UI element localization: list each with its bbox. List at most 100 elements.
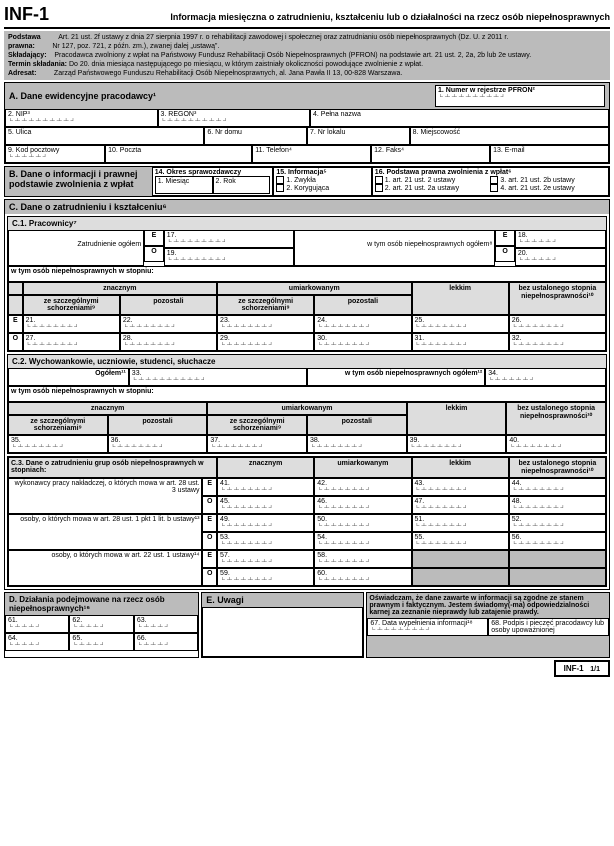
cb-16c[interactable]	[490, 176, 498, 184]
cb-16d[interactable]	[490, 184, 498, 192]
section-c: C. Dane o zatrudnieniu i kształceniu⁶ C.…	[4, 199, 610, 590]
form-header: INF-1 Informacja miesięczna o zatrudnien…	[4, 4, 610, 29]
field-35[interactable]: 35.└┴┴┴┴┴┴┘	[8, 435, 108, 453]
field-11-tel[interactable]: 11. Telefon⁴	[252, 145, 371, 163]
field-44[interactable]: 44.└┴┴┴┴┴┴┘	[509, 478, 606, 496]
field-17[interactable]: 17.└┴┴┴┴┴┴┴┘	[164, 230, 294, 248]
field-uwagi[interactable]	[202, 607, 363, 657]
field-67[interactable]: 67. Data wypełnienia informacji¹⁸└┴┴┴┴┴┴…	[367, 618, 488, 636]
field-38[interactable]: 38.└┴┴┴┴┴┴┘	[307, 435, 407, 453]
field-13-email[interactable]: 13. E-mail	[490, 145, 609, 163]
field-5-ulica[interactable]: 5. Ulica	[5, 127, 204, 145]
field-14-month[interactable]: 1. Miesiąc	[155, 176, 213, 194]
field-63[interactable]: 63.└┴┴┴┘	[134, 615, 198, 633]
field-68[interactable]: 68. Podpis i pieczęć pracodawcy lub osob…	[488, 618, 609, 636]
field-21[interactable]: 21.└┴┴┴┴┴┴┘	[23, 315, 120, 333]
field-14: 14. Okres sprawozdawczy 1. Miesiąc2. Rok	[152, 167, 274, 196]
field-57[interactable]: 57.└┴┴┴┴┴┴┘	[217, 550, 314, 568]
field-1[interactable]: 1. Numer w rejestrze PFRON²└┴┴┴┴┴┴┴┴┘	[435, 85, 605, 107]
field-40[interactable]: 40.└┴┴┴┴┴┴┘	[506, 435, 606, 453]
field-50[interactable]: 50.└┴┴┴┴┴┴┘	[314, 514, 411, 532]
section-b: B. Dane o informacji i prawnej podstawie…	[4, 166, 610, 197]
cb-koryg[interactable]	[276, 184, 284, 192]
footer: INF-1 1/1	[4, 660, 610, 677]
section-d: D. Działania podejmowane na rzecz osób n…	[4, 592, 199, 658]
c1-wtymog-label: w tym osób niepełnosprawnych ogółem⁸	[294, 230, 495, 266]
field-56[interactable]: 56.└┴┴┴┴┴┴┘	[509, 532, 606, 550]
field-26[interactable]: 26.└┴┴┴┴┴┴┘	[509, 315, 606, 333]
field-45[interactable]: 45.└┴┴┴┴┴┴┘	[217, 496, 314, 514]
section-c-title: C. Dane o zatrudnieniu i kształceniu⁶	[5, 200, 609, 214]
field-4-nazwa[interactable]: 4. Pełna nazwa	[310, 109, 609, 127]
cb-16b[interactable]	[375, 184, 383, 192]
field-30[interactable]: 30.└┴┴┴┴┴┴┘	[314, 333, 411, 351]
c1-wtymst: w tym osób niepełnosprawnych w stopniu:	[8, 266, 606, 282]
field-2-nip[interactable]: 2. NIP³└┴┴┴┴┴┴┴┴┘	[5, 109, 158, 127]
field-16: 16. Podstawa prawna zwolnienia z wpłat⁶ …	[372, 167, 609, 196]
declaration: Oświadczam, że dane zawarte w informacji…	[366, 592, 610, 658]
field-7-nrlok[interactable]: 7. Nr lokalu	[307, 127, 410, 145]
legal-meta: Podstawa Art. 21 ust. 2f ustawy z dnia 2…	[4, 31, 610, 80]
field-28[interactable]: 28.└┴┴┴┴┴┴┘	[120, 333, 217, 351]
field-31[interactable]: 31.└┴┴┴┴┴┴┘	[412, 333, 509, 351]
field-37[interactable]: 37.└┴┴┴┴┴┴┘	[207, 435, 307, 453]
c1-title: C.1. Pracownicy⁷	[8, 217, 606, 230]
field-18[interactable]: 18.└┴┴┴┴┘	[515, 230, 606, 248]
field-49[interactable]: 49.└┴┴┴┴┴┴┘	[217, 514, 314, 532]
field-36[interactable]: 36.└┴┴┴┴┴┴┘	[108, 435, 208, 453]
field-51[interactable]: 51.└┴┴┴┴┴┴┘	[412, 514, 509, 532]
field-64[interactable]: 64.└┴┴┴┘	[5, 633, 69, 651]
field-9-kod[interactable]: 9. Kod pocztowy└┴┴┴┴┘	[5, 145, 105, 163]
field-27[interactable]: 27.└┴┴┴┴┴┴┘	[23, 333, 120, 351]
field-41[interactable]: 41.└┴┴┴┴┴┴┘	[217, 478, 314, 496]
field-58[interactable]: 58.└┴┴┴┴┴┴┘	[314, 550, 411, 568]
field-22[interactable]: 22.└┴┴┴┴┴┴┘	[120, 315, 217, 333]
field-8-miej[interactable]: 8. Miejscowość	[410, 127, 609, 145]
field-59[interactable]: 59.└┴┴┴┴┴┴┘	[217, 568, 314, 586]
field-61[interactable]: 61.└┴┴┴┘	[5, 615, 69, 633]
field-55[interactable]: 55.└┴┴┴┴┴┴┘	[412, 532, 509, 550]
field-25[interactable]: 25.└┴┴┴┴┴┴┘	[412, 315, 509, 333]
field-46[interactable]: 46.└┴┴┴┴┴┴┘	[314, 496, 411, 514]
field-47[interactable]: 47.└┴┴┴┴┴┴┘	[412, 496, 509, 514]
field-29[interactable]: 29.└┴┴┴┴┴┴┘	[217, 333, 314, 351]
field-48[interactable]: 48.└┴┴┴┴┴┴┘	[509, 496, 606, 514]
field-10-poczta[interactable]: 10. Poczta	[105, 145, 252, 163]
field-23[interactable]: 23.└┴┴┴┴┴┴┘	[217, 315, 314, 333]
c3-title: C.3. Dane o zatrudnieniu grup osób niepe…	[8, 457, 217, 478]
field-42[interactable]: 42.└┴┴┴┴┴┴┘	[314, 478, 411, 496]
cb-zwykla[interactable]	[276, 176, 284, 184]
field-6-nrdomu[interactable]: 6. Nr domu	[204, 127, 307, 145]
field-12-faks[interactable]: 12. Faks⁴	[371, 145, 490, 163]
field-34[interactable]: 34.└┴┴┴┴┴┘	[485, 368, 606, 386]
section-b-title: B. Dane o informacji i prawnej podstawie…	[5, 167, 152, 196]
field-24[interactable]: 24.└┴┴┴┴┴┴┘	[314, 315, 411, 333]
field-65[interactable]: 65.└┴┴┴┘	[69, 633, 133, 651]
form-title: Informacja miesięczna o zatrudnieniu, ks…	[59, 12, 610, 22]
field-43[interactable]: 43.└┴┴┴┴┴┴┘	[412, 478, 509, 496]
c1-o: O	[144, 246, 164, 262]
field-52[interactable]: 52.└┴┴┴┴┴┴┘	[509, 514, 606, 532]
section-a-title: A. Dane ewidencyjne pracodawcy¹	[9, 91, 156, 101]
section-c3: C.3. Dane o zatrudnieniu grup osób niepe…	[7, 456, 607, 587]
field-20[interactable]: 20.└┴┴┴┴┘	[515, 248, 606, 266]
field-62[interactable]: 62.└┴┴┴┘	[69, 615, 133, 633]
field-3-regon[interactable]: 3. REGON³└┴┴┴┴┴┴┴┴┘	[158, 109, 311, 127]
field-15: 15. Informacja⁵ 1. Zwykła 2. Korygująca	[273, 167, 371, 196]
c2-title: C.2. Wychowankowie, uczniowie, studenci,…	[8, 355, 606, 368]
field-66[interactable]: 66.└┴┴┴┘	[134, 633, 198, 651]
section-e: E. Uwagi	[201, 592, 364, 658]
field-53[interactable]: 53.└┴┴┴┴┴┴┘	[217, 532, 314, 550]
field-14-year[interactable]: 2. Rok	[213, 176, 271, 194]
section-a: A. Dane ewidencyjne pracodawcy¹ 1. Numer…	[4, 82, 610, 164]
form-code: INF-1	[4, 4, 49, 25]
field-39[interactable]: 39.└┴┴┴┴┴┴┘	[407, 435, 507, 453]
section-c1: C.1. Pracownicy⁷ Zatrudnienie ogółem E O…	[7, 216, 607, 352]
field-33[interactable]: 33.└┴┴┴┴┴┴┴┴┴┘	[129, 368, 307, 386]
field-60[interactable]: 60.└┴┴┴┴┴┴┘	[314, 568, 411, 586]
cb-16a[interactable]	[375, 176, 383, 184]
field-54[interactable]: 54.└┴┴┴┴┴┴┘	[314, 532, 411, 550]
section-c2: C.2. Wychowankowie, uczniowie, studenci,…	[7, 354, 607, 454]
field-32[interactable]: 32.└┴┴┴┴┴┴┘	[509, 333, 606, 351]
field-19[interactable]: 19.└┴┴┴┴┴┴┴┘	[164, 248, 294, 266]
